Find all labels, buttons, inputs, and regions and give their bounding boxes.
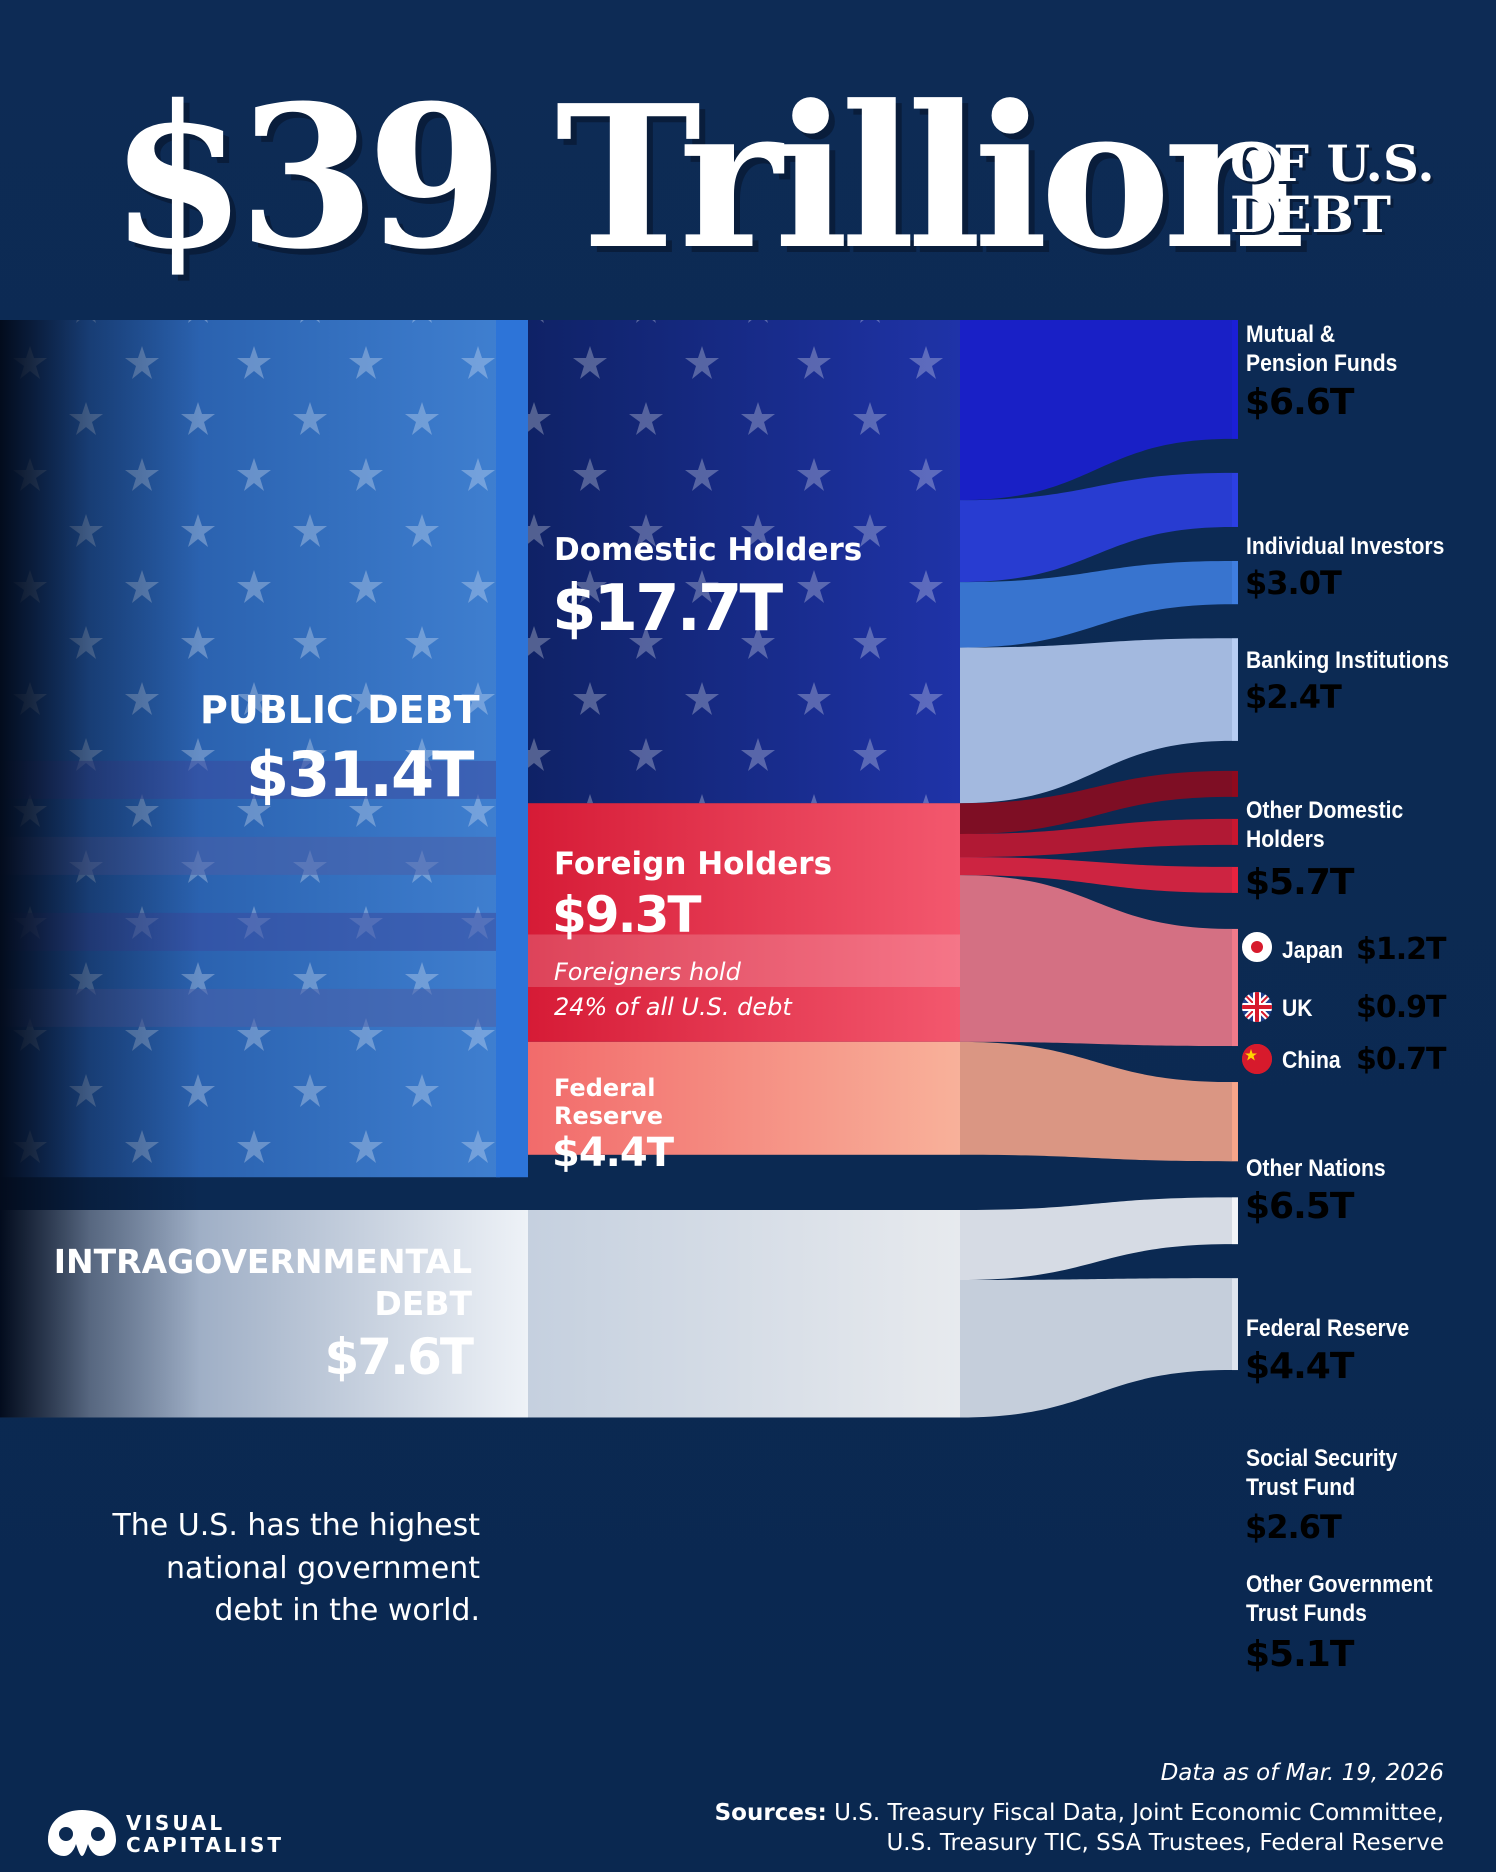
dest-label-other-government-line2: Trust Funds [1246, 1600, 1367, 1628]
sankey-flows [960, 320, 1232, 1418]
dest-bar-mutual [1232, 320, 1238, 439]
dest-label-other-government: Other Government Trust Funds [1246, 1570, 1433, 1629]
federal-reserve-node-value: $4.4T [552, 1130, 674, 1176]
dest-label-other-domestic-line2: Holders [1246, 826, 1325, 854]
foreign-share-note: Foreigners hold 24% of all U.S. debt [554, 955, 792, 1025]
dest-label-other-domestic-line1: Other Domestic [1246, 797, 1404, 824]
main-title: $39 Trillion [110, 63, 1305, 293]
flow-social_security [960, 1197, 1232, 1281]
flow-banking [960, 560, 1232, 648]
dest-value-uk: $0.9T [1356, 990, 1446, 1025]
dest-label-federal-reserve: Federal Reserve [1246, 1315, 1410, 1342]
dest-bar-other_nations [1232, 928, 1238, 1047]
title-subtitle-line2: DEBT [1230, 185, 1391, 244]
flow-other_gov [960, 1278, 1232, 1418]
dest-bar-fed_reserve [1232, 1082, 1238, 1162]
sources-text-line1: U.S. Treasury Fiscal Data, Joint Economi… [834, 1800, 1444, 1826]
dest-label-social-security-line2: Trust Fund [1246, 1474, 1356, 1502]
dest-bar-banking [1232, 560, 1238, 605]
public-debt-label: PUBLIC DEBT [200, 688, 480, 732]
dest-value-individual: $3.0T [1245, 564, 1342, 602]
visual-capitalist-logo-icon [48, 1810, 116, 1856]
dest-value-china: $0.7T [1356, 1042, 1446, 1077]
japan-flag-icon [1242, 932, 1272, 962]
intragovernmental-label-line1: INTRAGOVERNMENTAL [53, 1242, 472, 1281]
flow-china [960, 857, 1232, 893]
side-note-line3: debt in the world. [214, 1593, 480, 1629]
dest-bar-uk [1232, 818, 1238, 845]
dest-bar-individual [1232, 472, 1238, 527]
dest-label-japan: Japan [1282, 937, 1344, 964]
foreign-holders-value: $9.3T [552, 886, 701, 944]
uk-flag-icon [1242, 992, 1272, 1022]
dest-label-other-domestic: Other Domestic Holders [1246, 796, 1403, 855]
dest-value-mutual: $6.6T [1245, 382, 1354, 423]
dest-value-banking: $2.4T [1245, 678, 1342, 716]
domestic-holders-value: $17.7T [552, 572, 783, 646]
dest-label-mutual-line1: Mutual & [1246, 321, 1336, 348]
foreign-holders-label: Foreign Holders [554, 846, 833, 882]
dest-label-other-nations: Other Nations [1246, 1155, 1386, 1182]
domestic-holders-label: Domestic Holders [554, 532, 863, 568]
visual-capitalist-logo: VISUAL CAPITALIST [42, 1804, 302, 1860]
dest-label-uk: UK [1282, 995, 1313, 1022]
dest-label-mutual: Mutual & Pension Funds [1246, 320, 1397, 379]
flow-mutual [960, 320, 1232, 501]
federal-reserve-node [528, 1041, 960, 1155]
federal-reserve-node-label-line2: Reserve [554, 1102, 664, 1130]
side-note-line1: The U.S. has the highest [112, 1508, 480, 1543]
dest-value-other-domestic: $5.7T [1245, 862, 1354, 903]
left-vignette [0, 320, 200, 1418]
side-note: The U.S. has the highest national govern… [112, 1505, 480, 1633]
title-subtitle-line1: OF U.S. [1230, 134, 1435, 193]
sankey-overlay [0, 320, 200, 1418]
flow-japan [960, 770, 1232, 835]
dest-label-other-government-line1: Other Government [1246, 1571, 1433, 1598]
foreign-share-note-line2: 24% of all U.S. debt [554, 992, 792, 1021]
dest-bar-china [1232, 866, 1238, 893]
data-date-note: Data as of Mar. 19, 2026 [1160, 1760, 1444, 1786]
dest-label-banking: Banking Institutions [1246, 647, 1449, 674]
flow-individual [960, 472, 1232, 583]
dest-value-social-security: $2.6T [1245, 1508, 1342, 1546]
dest-bar-other_gov [1232, 1278, 1238, 1371]
dest-bar-social_security [1232, 1197, 1238, 1245]
flow-other_domestic [960, 638, 1232, 804]
flow-other_nations [960, 875, 1232, 1047]
dest-value-other-nations: $6.5T [1245, 1186, 1354, 1227]
intragovernmental-label-line2: DEBT [374, 1284, 472, 1323]
dest-label-china: China [1282, 1047, 1341, 1074]
sources-line2: U.S. Treasury TIC, SSA Trustees, Federal… [886, 1830, 1444, 1856]
foreign-holders-node [528, 803, 960, 1042]
intragovernmental-value: $7.6T [324, 1328, 474, 1386]
flow-fed_reserve [960, 1041, 1232, 1162]
sources-line1: Sources: U.S. Treasury Fiscal Data, Join… [715, 1800, 1444, 1826]
public-debt-divider [496, 320, 528, 1178]
foreign-holders-stripe [528, 934, 960, 987]
foreign-share-note-line1: Foreigners hold [554, 958, 741, 986]
dest-value-japan: $1.2T [1356, 932, 1446, 967]
dest-label-individual: Individual Investors [1246, 533, 1445, 560]
dest-bar-other_domestic [1232, 638, 1238, 741]
dest-value-other-government: $5.1T [1245, 1634, 1354, 1675]
public-debt-value: $31.4T [246, 738, 474, 811]
sources-label: Sources: [714, 1800, 827, 1826]
side-note-line2: national government [165, 1550, 480, 1586]
domestic-holders-stars [528, 320, 960, 804]
logo-text-line1: VISUAL [126, 1811, 226, 1835]
dest-label-mutual-line2: Pension Funds [1246, 350, 1398, 378]
china-flag-icon [1242, 1044, 1272, 1074]
dest-value-federal-reserve: $4.4T [1245, 1346, 1354, 1387]
title-subtitle: OF U.S. DEBT [1230, 138, 1435, 240]
dest-bar-japan [1232, 770, 1238, 797]
dest-label-social-security: Social Security Trust Fund [1246, 1444, 1397, 1503]
intragovernmental-band [528, 1210, 960, 1418]
flow-uk [960, 818, 1232, 858]
dest-label-social-security-line1: Social Security [1246, 1445, 1398, 1472]
logo-text-line2: CAPITALIST [126, 1833, 285, 1857]
federal-reserve-node-label-line1: Federal [554, 1074, 656, 1102]
